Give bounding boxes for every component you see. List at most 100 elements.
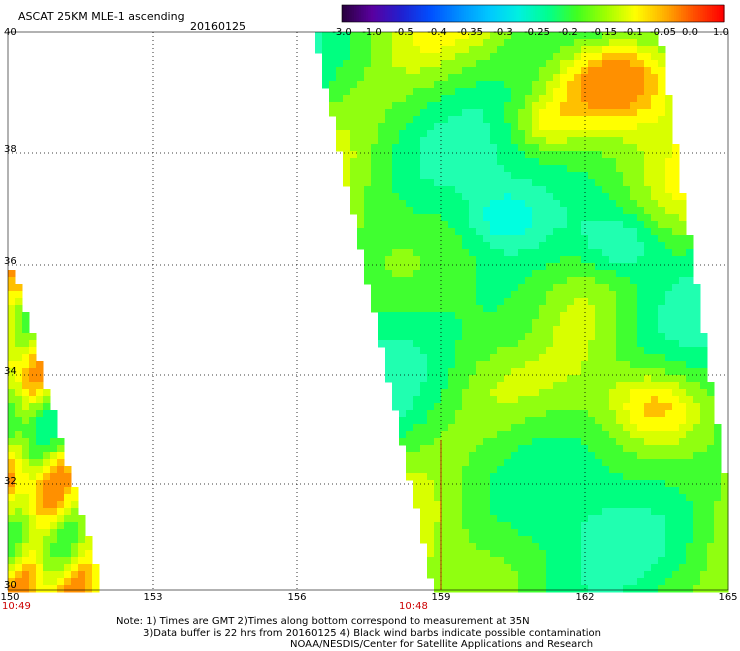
swath-cell [546,74,554,82]
swath-cell [616,291,624,299]
colorbar-swatch [649,5,653,22]
swath-cell [448,550,456,558]
swath-cell [602,361,610,369]
swath-cell [686,277,694,285]
swath-cell [637,81,645,89]
swath-cell [602,53,610,61]
swath-cell [707,501,715,509]
swath-cell [399,102,407,110]
swath-cell [427,186,435,194]
swath-cell [43,396,51,404]
swath-cell [630,445,638,453]
swath-cell [8,375,16,383]
swath-cell [532,473,540,481]
swath-cell [518,473,526,481]
swath-cell [609,473,617,481]
swath-cell [441,326,449,334]
swath-cell [490,522,498,530]
swath-cell [658,424,666,432]
swath-cell [588,550,596,558]
swath-cell [665,585,673,593]
swath-cell [546,53,554,61]
swath-cell [588,536,596,544]
swath-cell [490,501,498,509]
swath-cell [511,200,519,208]
swath-cell [511,312,519,320]
swath-cell [455,396,463,404]
swath-cell [441,200,449,208]
swath-cell [490,116,498,124]
swath-cell [539,361,547,369]
swath-cell [539,144,547,152]
swath-cell [560,585,568,593]
swath-cell [574,564,582,572]
swath-cell [686,445,694,453]
swath-cell [532,207,540,215]
colorbar-swatch [685,5,689,22]
swath-cell [644,494,652,502]
swath-cell [651,74,659,82]
swath-cell [357,67,365,75]
swath-cell [553,39,561,47]
swath-cell [637,95,645,103]
swath-cell [616,102,624,110]
swath-cell [623,312,631,320]
swath-cell [553,410,561,418]
swath-cell [455,46,463,54]
swath-cell [553,522,561,530]
swath-cell [504,88,512,96]
swath-cell [350,179,358,187]
swath-cell [455,564,463,572]
swath-cell [588,95,596,103]
swath-cell [574,179,582,187]
swath-cell [357,53,365,61]
swath-cell [567,221,575,229]
swath-cell [497,522,505,530]
swath-cell [567,102,575,110]
swath-cell [609,88,617,96]
swath-cell [672,333,680,341]
swath-cell [588,403,596,411]
swath-cell [595,221,603,229]
swath-cell [623,564,631,572]
swath-cell [343,46,351,54]
colorbar-swatch [704,5,708,22]
swath-cell [637,172,645,180]
swath-cell [588,361,596,369]
swath-cell [574,438,582,446]
swath-cell [714,459,722,467]
swath-cell [637,375,645,383]
swath-cell [518,480,526,488]
swath-cell [357,130,365,138]
swath-cell [644,32,652,40]
swath-cell [385,60,393,68]
swath-cell [672,501,680,509]
swath-cell [406,319,414,327]
swath-cell [469,137,477,145]
swath-cell [350,95,358,103]
swath-cell [22,515,30,523]
swath-cell [518,403,526,411]
swath-cell [413,263,421,271]
swath-cell [455,123,463,131]
swath-cell [546,529,554,537]
swath-cell [609,557,617,565]
swath-cell [469,326,477,334]
swath-cell [399,158,407,166]
swath-cell [560,165,568,173]
swath-cell [50,487,58,495]
swath-cell [427,347,435,355]
swath-cell [532,123,540,131]
swath-cell [497,382,505,390]
swath-cell [574,473,582,481]
swath-cell [511,515,519,523]
swath-cell [714,494,722,502]
swath-cell [413,242,421,250]
swath-cell [539,172,547,180]
swath-cell [420,312,428,320]
colorbar-swatch [549,5,553,22]
swath-cell [560,137,568,145]
swath-cell [36,543,44,551]
swath-cell [350,102,358,110]
swath-cell [364,207,372,215]
